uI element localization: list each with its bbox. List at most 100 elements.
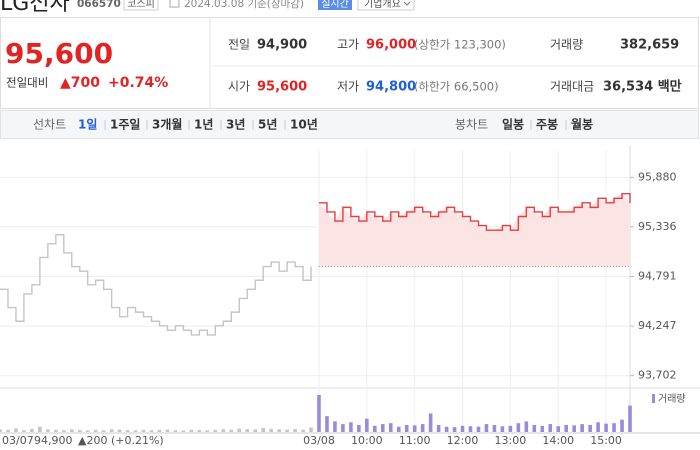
chart: 95,880 95,336 94,791 94,247 93,702 03/07 03/08… — [0, 145, 700, 447]
day-summary-change: ▲200 (+0.21%) — [78, 434, 164, 447]
chevron — [403, 1, 411, 6]
volume-bar — [149, 430, 154, 432]
field-label: 저가 — [337, 80, 359, 94]
volume-bar — [301, 429, 305, 432]
tab-bar — [0, 110, 699, 139]
volume-bar — [38, 426, 42, 432]
field-note: (상한가 123,300) — [414, 38, 506, 52]
tab[interactable]: 1일 — [78, 118, 97, 132]
volume-bar — [6, 429, 10, 432]
field-label: 시가 — [228, 80, 250, 94]
market-badge — [123, 0, 159, 11]
volume-bar — [349, 422, 353, 432]
tab[interactable]: 10년 — [290, 118, 318, 132]
price-line — [0, 234, 312, 336]
tab[interactable]: 5년 — [258, 118, 277, 132]
volume-bar — [309, 427, 313, 432]
tab[interactable]: 1주일 — [110, 118, 140, 132]
tab-group-label: 봉차트 — [455, 118, 488, 132]
field-value: 96,000 — [366, 38, 416, 53]
volume-bar — [580, 424, 584, 432]
tabs: 선차트 1일 1주일 3개월 1년 3년 5년 10년 봉차트 일봉 주봉 월봉 — [33, 117, 593, 132]
tab[interactable]: 주봉 — [536, 118, 558, 132]
company-button[interactable] — [357, 0, 415, 11]
volume-bar — [117, 429, 122, 432]
volume-bar — [365, 418, 369, 432]
volume-bar — [293, 429, 297, 432]
stock-code: 066570 — [77, 0, 121, 10]
volume-bar — [101, 430, 106, 432]
realtime-button[interactable] — [318, 0, 352, 10]
tab[interactable]: 3년 — [226, 118, 245, 132]
volume-bar — [484, 424, 489, 432]
volume-bar — [285, 429, 289, 432]
x-tick-label: 10:00 — [351, 434, 383, 447]
tab[interactable]: 1년 — [194, 118, 213, 132]
change: ▲700 — [60, 75, 100, 91]
volume-bar — [165, 429, 170, 432]
price-line — [318, 193, 631, 231]
volume-bar — [628, 405, 632, 432]
volume-bar — [109, 429, 114, 432]
realtime[interactable]: 실시간 — [321, 0, 349, 10]
volume-bar — [253, 429, 257, 432]
y-tick-label: 94,791 — [638, 270, 677, 283]
y-tick-label: 94,247 — [638, 319, 677, 332]
volume-bar — [221, 429, 226, 432]
volume-bar — [189, 429, 194, 432]
volume-bar — [436, 424, 441, 432]
company-info[interactable]: 기업개요 — [364, 0, 401, 10]
volume-bar — [261, 428, 265, 432]
volume-bar — [620, 419, 624, 432]
field-value: 95,600 — [257, 80, 307, 95]
x-tick-label: 15:00 — [590, 434, 622, 447]
tab[interactable]: 월봉 — [571, 117, 593, 132]
field-value: 94,800 — [366, 80, 416, 95]
date: 2024.03.08 기준(장마감) — [184, 0, 304, 10]
volume-bar — [46, 429, 50, 432]
field-value: 94,900 — [257, 38, 307, 53]
y-tick-label: 95,880 — [638, 170, 677, 183]
x-tick-label: 14:00 — [542, 434, 574, 447]
tab[interactable]: 일봉 — [502, 118, 524, 132]
volume-bar — [524, 421, 529, 432]
volume-bar — [317, 395, 321, 432]
volume-bar — [69, 429, 74, 432]
volume-bar — [0, 429, 2, 432]
x-tick-label: 13:00 — [495, 434, 527, 447]
volume-bar — [341, 424, 345, 432]
volume-bar — [77, 430, 82, 432]
change-rate: +0.74% — [108, 75, 168, 91]
volume-bar — [476, 426, 481, 432]
tab-group-label: 선차트 — [33, 118, 66, 132]
volume-legend: 거래량 — [658, 393, 686, 405]
volume-bar — [333, 421, 337, 432]
volume-bar — [532, 424, 537, 432]
x-tick-label: 12:00 — [447, 434, 479, 447]
volume-bar — [428, 413, 433, 432]
stock-name: LG전자 — [0, 0, 70, 16]
summary-table: 전일 94,900 고가 96,000(상한가 123,300) 거래량 382,659 시… — [228, 38, 682, 95]
area — [318, 193, 630, 267]
volume-bar — [325, 416, 329, 432]
volume-legend-swatch — [652, 394, 655, 403]
x-tick-label: 11:00 — [399, 434, 431, 447]
volume-bar — [269, 428, 273, 432]
volume-bar — [564, 424, 568, 432]
calendar-icon — [169, 0, 180, 8]
volume-bar — [181, 430, 186, 432]
field-label: 거래량 — [550, 38, 583, 52]
y-tick-label: 95,336 — [638, 220, 677, 233]
volume-bar — [22, 430, 26, 432]
volume-bar — [357, 424, 361, 432]
volume-bar — [157, 429, 162, 432]
volume-bar — [213, 429, 218, 432]
volume-bar — [516, 423, 521, 432]
field-value: 36,534 백만 — [603, 79, 682, 95]
volume-bar — [604, 423, 608, 432]
volume-bar — [245, 429, 250, 432]
change-label: 전일대비 — [6, 76, 48, 90]
volume-bar — [125, 430, 130, 432]
tab[interactable]: 3개월 — [152, 117, 182, 132]
volume-bar — [277, 429, 281, 432]
